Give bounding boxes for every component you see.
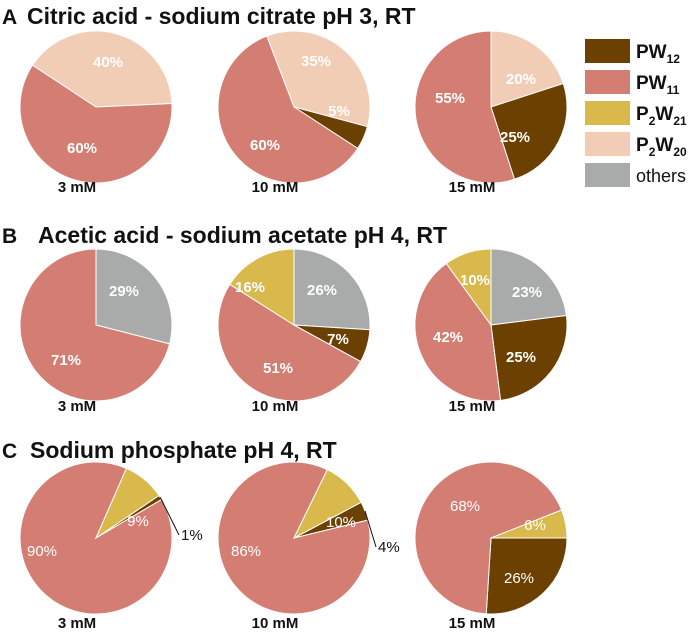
pie-slice-others [95,248,173,345]
concentration-label: 15 mM [449,615,496,632]
slice-label-pw11: 55% [435,90,465,107]
pie-chart: 26% 68% 6% 15 mM [414,461,568,632]
legend: PW12 PW11 P2W21 P2W20 others [585,39,687,187]
legend-label: P2W21 [636,104,687,128]
pie-chart: 7% 51% 16% 26% 10 mM [217,248,371,415]
pie-slice-pw11 [414,461,563,615]
concentration-label: 3 mM [58,398,96,415]
slice-label-p2w21: 9% [127,513,149,530]
pie-slice-p2w21 [490,509,568,539]
panel-title-b: Acetic acid - sodium acetate pH 4, RT [38,222,447,248]
slice-label-pw12: 5% [328,103,350,120]
panel-letter-b: B [2,225,17,248]
pie-chart: 4% 86% 10% 10 mM [217,461,400,632]
legend-item-others: others [585,163,686,187]
slice-label-pw12: 7% [327,331,349,348]
slice-label-pw11: 71% [51,352,81,369]
slice-label-pw12: 1% [181,527,203,544]
pie-chart: 25% 42% 10% 23% 15 mM [414,248,568,415]
concentration-label: 3 mM [58,615,96,632]
legend-label: others [636,166,686,186]
concentration-label: 10 mM [252,398,299,415]
slice-label-pw11: 42% [433,329,463,346]
legend-item-p2w20: P2W20 [585,132,687,159]
pie-chart: 60% 40% 3 mM [19,30,173,196]
leader-line [364,510,377,548]
legend-label: P2W20 [636,135,687,159]
slice-label-pw11: 60% [250,137,280,154]
slice-label-pw11: 60% [67,140,97,157]
pie-slice-p2w20 [490,30,564,108]
pie-slice-pw11 [414,30,516,184]
pie-slice-p2w21 [292,469,362,540]
legend-label: PW12 [636,42,680,66]
legend-item-pw12: PW12 [585,39,680,66]
pie-slice-p2w21 [445,248,492,327]
pie-slice-pw11 [414,262,502,402]
pie-slice-others [293,248,371,331]
legend-swatch [585,39,630,63]
pie-chart: 25% 55% 20% 15 mM [414,30,568,196]
slice-label-others: 26% [307,282,337,299]
pie-slice-p2w21 [94,467,160,540]
pie-charts: 60% 40% 3 mM 5% 60% 35% 10 mM 25% 55% 20% 15 mM 71%… [19,30,568,632]
slice-label-p2w21: 16% [235,279,265,296]
concentration-label: 15 mM [449,179,496,196]
concentration-label: 10 mM [252,179,299,196]
slice-label-pw12: 25% [500,129,530,146]
concentration-label: 10 mM [252,615,299,632]
slice-label-others: 23% [512,284,542,301]
pie-slice-p2w21 [229,248,295,326]
pie-chart: 1% 90% 9% 3 mM [19,461,203,632]
slice-label-p2w21: 6% [524,517,546,534]
pie-slice-pw12 [490,314,568,401]
pie-chart: 5% 60% 35% 10 mM [217,30,371,196]
pie-slice-pw11 [217,283,362,402]
pie-slice-pw11 [19,64,173,184]
panel-letter-c: C [2,440,17,463]
panel-letter-a: A [2,6,17,29]
slice-label-pw12: 4% [378,539,400,556]
panel-title-a: Citric acid - sodium citrate pH 3, RT [27,3,416,29]
slice-label-pw11: 68% [450,498,480,515]
legend-swatch [585,163,630,187]
slice-label-others: 29% [109,283,139,300]
pie-slice-pw12 [490,82,568,180]
pie-slice-pw12 [485,537,568,615]
legend-label: PW11 [636,73,680,97]
legend-item-p2w21: P2W21 [585,101,687,128]
slice-label-pw11: 86% [231,543,261,560]
slice-label-pw11: 90% [27,543,57,560]
slice-label-pw12: 26% [504,570,534,587]
legend-swatch [585,70,630,94]
slice-label-p2w20: 20% [506,71,536,88]
pie-slice-others [490,248,567,326]
pie-chart: 71% 29% 3 mM [19,248,173,415]
pie-slice-pw11 [19,248,171,402]
pie-slice-pw11 [217,35,359,184]
slice-label-pw12: 25% [506,349,536,366]
slice-label-p2w21: 10% [326,514,356,531]
legend-swatch [585,101,630,125]
concentration-label: 15 mM [449,398,496,415]
legend-item-pw11: PW11 [585,70,680,97]
slice-label-pw11: 51% [263,360,293,377]
panel-title-c: Sodium phosphate pH 4, RT [30,437,337,463]
legend-swatch [585,132,630,156]
slice-label-p2w20: 35% [301,53,331,70]
slice-label-p2w20: 40% [93,54,123,71]
concentration-label: 3 mM [58,179,96,196]
slice-label-p2w21: 10% [460,272,490,289]
leader-line [159,497,180,536]
